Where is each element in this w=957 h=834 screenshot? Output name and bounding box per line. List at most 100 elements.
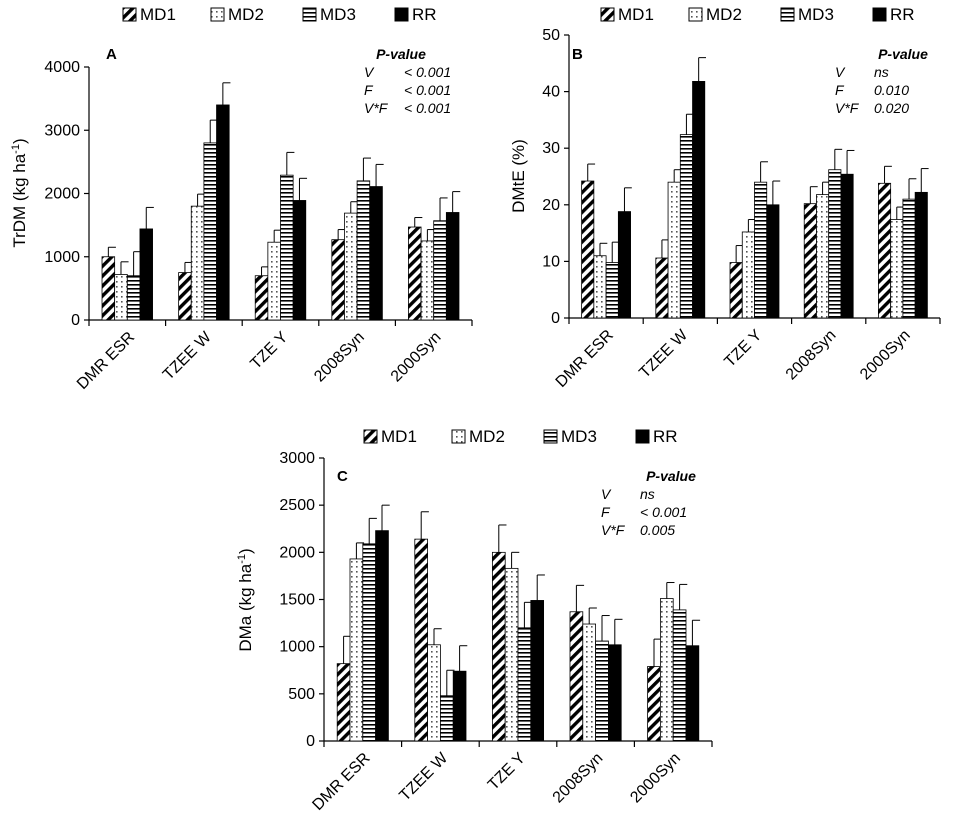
pvalue-factor: V*F <box>835 100 860 116</box>
legend-item-md1: MD1 <box>122 5 176 24</box>
bar-md2 <box>504 567 519 742</box>
bar-md2 <box>659 598 674 742</box>
bar-md3 <box>672 609 687 742</box>
legend-c: MD1 MD2 MD3 RR <box>363 427 678 446</box>
bar-rr <box>369 186 383 321</box>
pvalue-factor: V <box>601 486 612 502</box>
pvalue-box-c: P-value V ns F < 0.001 V*F 0.005 <box>601 468 696 538</box>
pvalue-factor: F <box>601 504 611 520</box>
bars-b <box>581 57 929 319</box>
bar-md1 <box>803 203 817 319</box>
y-tick-label: 2000 <box>279 544 315 561</box>
legend-swatch-rr <box>872 7 887 22</box>
bar-rr <box>292 200 307 321</box>
bar-md3 <box>828 169 842 319</box>
bar-md2 <box>344 212 358 321</box>
legend-label-md3: MD3 <box>798 5 834 24</box>
y-tick-label: 50 <box>542 27 560 44</box>
x-category-label: TZE Y <box>485 750 529 794</box>
bar-md1 <box>331 239 345 321</box>
legend-item-md2: MD2 <box>688 5 742 24</box>
pvalue-factor: V*F <box>364 100 389 116</box>
legend-swatch-md3 <box>543 429 558 444</box>
pvalue-box-b: P-value V ns F 0.010 V*F 0.020 <box>835 46 928 116</box>
x-category-label: DMR ESR <box>74 329 138 393</box>
x-category-label: TZEE W <box>396 749 451 804</box>
pvalue-factor: V <box>364 64 375 80</box>
bar-rr <box>692 81 706 319</box>
pvalue-title: P-value <box>376 46 426 62</box>
legend-label-md2: MD2 <box>469 427 505 446</box>
legend-label-md3: MD3 <box>561 427 597 446</box>
pvalue-title: P-value <box>646 468 696 484</box>
y-tick-label: 0 <box>71 312 80 329</box>
legend-item-rr: RR <box>635 427 678 446</box>
x-category-label: 2000Syn <box>857 327 914 384</box>
y-tick-label: 2000 <box>44 186 80 203</box>
x-category-label: TZEE W <box>160 328 215 383</box>
x-category-label: 2008Syn <box>783 327 840 384</box>
bar-md1 <box>336 663 351 742</box>
legend-swatch-md1 <box>363 429 378 444</box>
bar-md2 <box>816 194 830 319</box>
y-tick-label: 0 <box>306 733 315 750</box>
x-category-label: TZE Y <box>721 327 765 371</box>
bar-md2 <box>349 558 364 742</box>
bar-rr <box>617 211 631 319</box>
bar-md1 <box>655 257 669 319</box>
legend-item-md3: MD3 <box>543 427 597 446</box>
y-tick-label: 10 <box>542 253 560 270</box>
legend-b: MD1 MD2 MD3 RR <box>600 5 915 24</box>
pvalue-value: < 0.001 <box>640 504 687 520</box>
panel-c: MD1 MD2 MD3 RR 0 500 1000 1500 2000 2500 3000 DMa … <box>236 427 713 814</box>
bar-md1 <box>101 256 116 321</box>
bar-md1 <box>878 182 892 319</box>
bar-rr <box>914 191 928 319</box>
bars-c <box>336 504 701 742</box>
bar-md3 <box>605 262 619 319</box>
bar-md2 <box>427 644 441 742</box>
x-category-label: DMR ESR <box>309 750 373 814</box>
bar-rr <box>685 645 700 742</box>
legend-swatch-md2 <box>210 7 225 22</box>
pvalue-factor: V*F <box>601 522 626 538</box>
legend-item-rr: RR <box>394 5 437 24</box>
bar-md3 <box>356 180 371 321</box>
y-tick-label: 500 <box>288 686 315 703</box>
bar-md2 <box>267 241 281 321</box>
pvalue-factor: F <box>835 82 845 98</box>
bar-rr <box>608 644 622 742</box>
bar-md1 <box>414 538 428 742</box>
bar-rr <box>766 204 780 319</box>
x-category-label: 2000Syn <box>627 750 684 807</box>
y-tick-label: 3000 <box>44 122 80 139</box>
pvalue-factor: F <box>364 82 374 98</box>
bar-md3 <box>754 181 768 319</box>
bar-md2 <box>114 274 128 321</box>
pvalue-value: 0.005 <box>640 522 675 538</box>
bar-md2 <box>420 240 435 321</box>
bar-md1 <box>254 275 269 321</box>
bar-md1 <box>581 180 595 319</box>
y-tick-label: 40 <box>542 84 560 101</box>
legend-label-md1: MD1 <box>381 427 417 446</box>
bar-rr <box>216 104 230 321</box>
y-tick-label: 0 <box>551 310 560 327</box>
bar-md3 <box>203 142 217 321</box>
legend-item-md3: MD3 <box>780 5 834 24</box>
bar-md2 <box>741 231 755 319</box>
bar-md1 <box>647 666 661 742</box>
y-axis-label: DMtE (%) <box>509 139 528 213</box>
bar-md1 <box>491 551 506 742</box>
x-category-label: TZEE W <box>636 326 691 381</box>
bar-md1 <box>178 272 192 321</box>
bar-md3 <box>902 198 916 319</box>
y-tick-label: 3000 <box>279 450 315 467</box>
panel-b: MD1 MD2 MD3 RR 0 10 20 30 40 50 DMtE (%) DMR ESR TZ… <box>509 5 941 391</box>
bar-md3 <box>439 695 454 742</box>
bar-md3 <box>595 640 609 742</box>
y-tick-label: 1000 <box>279 639 315 656</box>
x-category-label: 2008Syn <box>311 329 368 386</box>
